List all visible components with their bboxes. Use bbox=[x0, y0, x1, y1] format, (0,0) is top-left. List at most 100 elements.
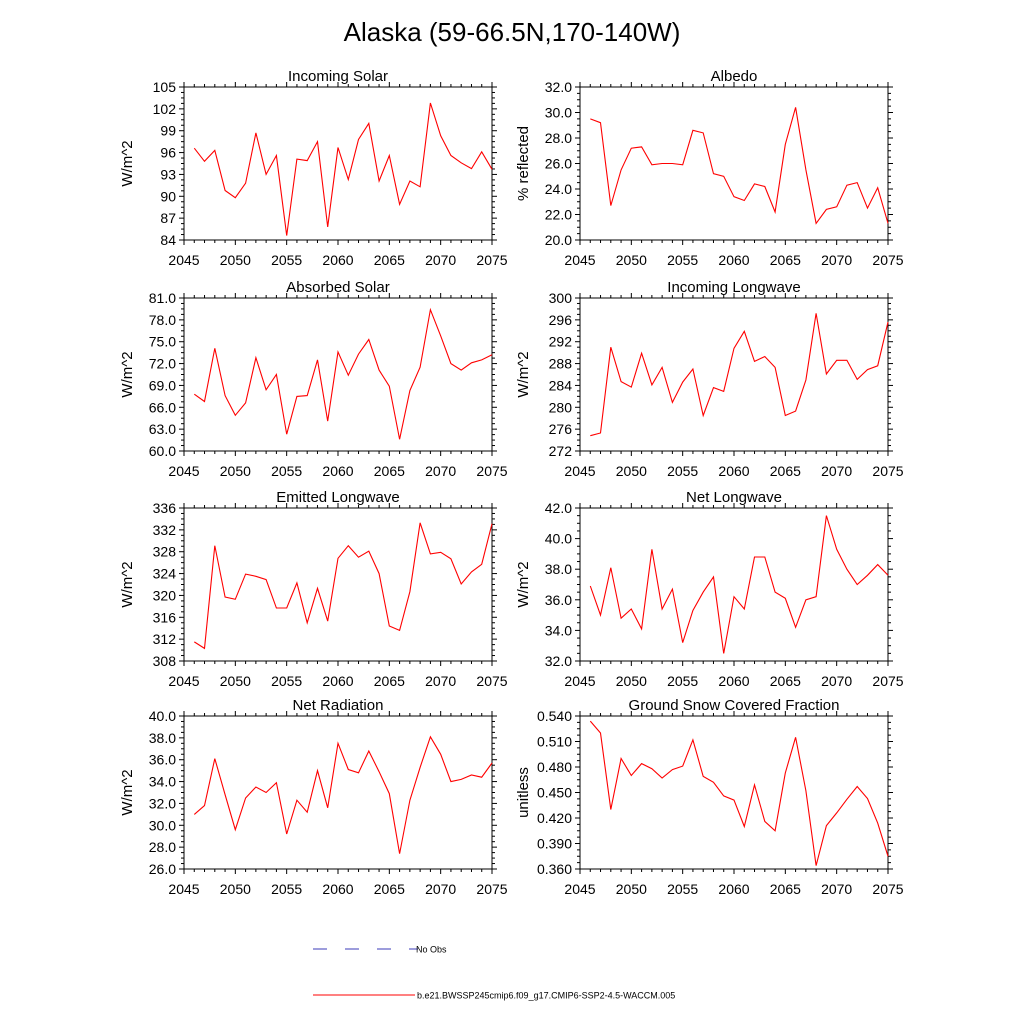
x-tick-label: 2065 bbox=[374, 252, 405, 268]
panel-absorbed-solar: Absorbed Solar W/m^2 60.0 63.0 66.0 69.0 72.0 7… bbox=[119, 279, 508, 479]
y-tick-label: 40.0 bbox=[545, 531, 572, 547]
x-tick-label: 2070 bbox=[821, 463, 852, 479]
y-tick-label: 0.390 bbox=[537, 836, 572, 852]
x-tick-label: 2070 bbox=[425, 252, 456, 268]
x-tick-label: 2045 bbox=[564, 881, 595, 897]
y-tick-label: 96 bbox=[160, 145, 176, 161]
series-line bbox=[590, 313, 889, 437]
x-tick-label: 2060 bbox=[718, 881, 749, 897]
x-tick-label: 2070 bbox=[425, 881, 456, 897]
y-tick-label: 0.420 bbox=[537, 810, 572, 826]
y-tick-label: 105 bbox=[153, 79, 177, 95]
y-tick-label: 93 bbox=[160, 166, 176, 182]
x-tick-label: 2055 bbox=[667, 463, 698, 479]
x-tick-label: 2055 bbox=[271, 252, 302, 268]
y-tick-label: 26.0 bbox=[149, 861, 176, 877]
plot-frame bbox=[183, 715, 493, 870]
y-tick-label: 32.0 bbox=[149, 795, 176, 811]
x-tick-label: 2065 bbox=[770, 463, 801, 479]
x-tick-label: 2075 bbox=[872, 881, 903, 897]
x-tick-label: 2050 bbox=[616, 252, 647, 268]
y-axis-label: W/m^2 bbox=[119, 140, 136, 186]
y-tick-label: 332 bbox=[153, 522, 177, 538]
x-tick-label: 2060 bbox=[718, 463, 749, 479]
legend-obs-label: No Obs bbox=[416, 945, 447, 955]
x-tick-label: 2055 bbox=[271, 673, 302, 689]
x-tick-label: 2045 bbox=[168, 463, 199, 479]
y-tick-label: 328 bbox=[153, 544, 177, 560]
x-tick-label: 2070 bbox=[821, 252, 852, 268]
x-tick-label: 2060 bbox=[322, 881, 353, 897]
x-tick-label: 2045 bbox=[168, 881, 199, 897]
x-tick-label: 2060 bbox=[322, 252, 353, 268]
x-tick-label: 2055 bbox=[271, 463, 302, 479]
y-axis-label: W/m^2 bbox=[119, 351, 136, 397]
panel-title: Emitted Longwave bbox=[276, 489, 399, 506]
y-tick-label: 0.450 bbox=[537, 785, 572, 801]
panel-title: Absorbed Solar bbox=[286, 279, 389, 296]
x-tick-label: 2050 bbox=[616, 463, 647, 479]
x-tick-label: 2060 bbox=[322, 673, 353, 689]
legend-model-label: b.e21.BWSSP245cmip6.f09_g17.CMIP6-SSP2-4… bbox=[417, 991, 675, 1001]
y-tick-label: 30.0 bbox=[149, 817, 176, 833]
y-tick-label: 32.0 bbox=[545, 79, 572, 95]
y-tick-label: 284 bbox=[549, 377, 573, 393]
y-axis-label: % reflected bbox=[515, 126, 532, 201]
series-line bbox=[589, 515, 889, 654]
y-tick-label: 316 bbox=[153, 609, 177, 625]
y-tick-label: 30.0 bbox=[545, 105, 572, 121]
series-line bbox=[589, 720, 889, 866]
y-tick-label: 63.0 bbox=[149, 421, 176, 437]
x-tick-label: 2050 bbox=[616, 673, 647, 689]
y-tick-label: 36.0 bbox=[149, 752, 176, 768]
y-axis-label: W/m^2 bbox=[515, 561, 532, 607]
y-tick-label: 0.540 bbox=[537, 708, 572, 724]
series-line bbox=[194, 522, 493, 650]
x-tick-label: 2050 bbox=[616, 881, 647, 897]
x-tick-label: 2070 bbox=[425, 463, 456, 479]
y-tick-label: 336 bbox=[153, 500, 177, 516]
x-tick-label: 2075 bbox=[872, 252, 903, 268]
x-tick-label: 2075 bbox=[476, 463, 507, 479]
y-tick-label: 28.0 bbox=[149, 839, 176, 855]
x-tick-label: 2070 bbox=[425, 673, 456, 689]
y-tick-label: 296 bbox=[549, 312, 573, 328]
y-tick-label: 102 bbox=[153, 101, 177, 117]
y-tick-label: 34.0 bbox=[149, 774, 176, 790]
plot-frame bbox=[183, 297, 493, 452]
plot-frame bbox=[579, 297, 889, 452]
y-tick-label: 22.0 bbox=[545, 207, 572, 223]
series-line bbox=[590, 107, 889, 225]
plot-frame bbox=[183, 507, 493, 662]
x-tick-label: 2065 bbox=[770, 252, 801, 268]
y-axis-label: unitless bbox=[515, 767, 532, 818]
panel-grid: Incoming Solar W/m^2 84 87 90 93 96 99 102 105 204… bbox=[119, 68, 904, 897]
x-tick-label: 2075 bbox=[476, 673, 507, 689]
panel-net-longwave: Net Longwave W/m^2 32.0 34.0 36.0 38.0 40.0 42.… bbox=[515, 489, 904, 689]
x-tick-label: 2045 bbox=[564, 252, 595, 268]
x-tick-label: 2075 bbox=[872, 673, 903, 689]
y-tick-label: 66.0 bbox=[149, 399, 176, 415]
panel-incoming-longwave: Incoming Longwave W/m^2 272 276 280 284 288 292… bbox=[515, 279, 904, 479]
x-tick-label: 2050 bbox=[220, 252, 251, 268]
y-tick-label: 300 bbox=[549, 290, 573, 306]
y-axis-label: W/m^2 bbox=[119, 561, 136, 607]
panel-ground-snow-covered-fraction: Ground Snow Covered Fraction unitless 0.36… bbox=[515, 697, 904, 897]
x-tick-label: 2075 bbox=[476, 881, 507, 897]
panel-title: Incoming Solar bbox=[288, 68, 388, 85]
y-tick-label: 84 bbox=[160, 232, 176, 248]
x-tick-label: 2075 bbox=[476, 252, 507, 268]
series-line bbox=[193, 307, 493, 440]
y-tick-label: 28.0 bbox=[545, 130, 572, 146]
y-tick-label: 38.0 bbox=[149, 730, 176, 746]
x-tick-label: 2055 bbox=[667, 673, 698, 689]
x-tick-label: 2065 bbox=[374, 673, 405, 689]
x-tick-label: 2070 bbox=[821, 673, 852, 689]
x-tick-label: 2065 bbox=[770, 673, 801, 689]
y-tick-label: 0.360 bbox=[537, 861, 572, 877]
y-tick-label: 78.0 bbox=[149, 312, 176, 328]
x-tick-label: 2045 bbox=[564, 463, 595, 479]
x-tick-label: 2050 bbox=[220, 463, 251, 479]
y-tick-label: 288 bbox=[549, 356, 573, 372]
